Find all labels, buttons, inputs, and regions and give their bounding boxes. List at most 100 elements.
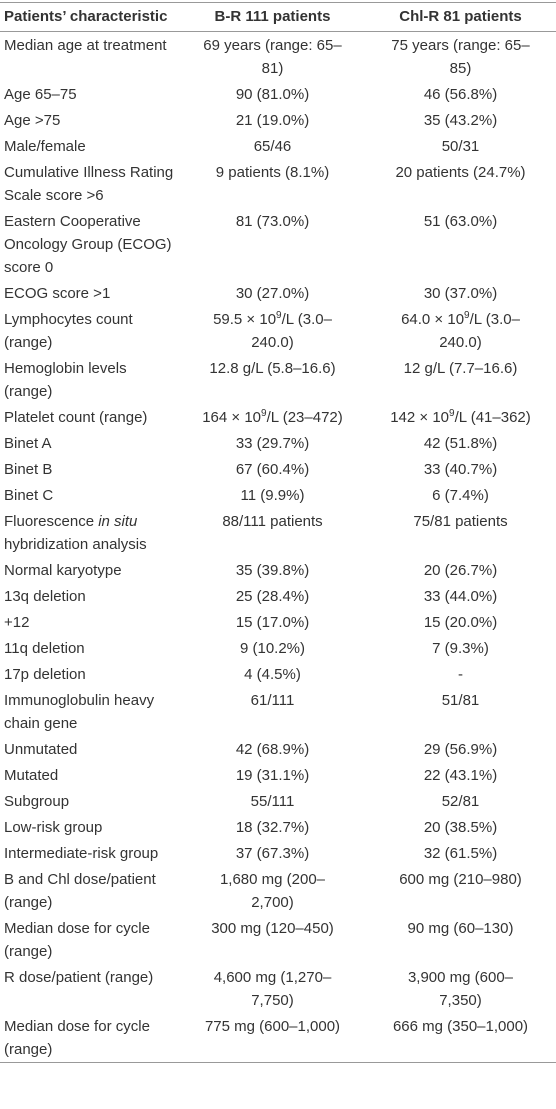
value-cell: 32 (61.5%) <box>423 844 498 862</box>
table-row: B and Chl dose/patient (range) 1,680 mg (… <box>0 866 556 915</box>
table-row: 11q deletion 9 (10.2%) 7 (9.3%) <box>0 635 556 661</box>
value-cell: 46 (56.8%) <box>423 85 498 103</box>
row-label: Median age at treatment <box>4 36 167 54</box>
table-row: Median age at treatment 69 years (range: … <box>0 32 556 82</box>
value-cell: 50/31 <box>441 137 480 155</box>
value-cell: 75/81 patients <box>413 512 508 530</box>
row-label: Hemoglobin levels (range) <box>4 359 127 400</box>
superscript: 9 <box>449 407 455 419</box>
table-row: Platelet count (range) 164 × 109/L (23–47… <box>0 404 556 430</box>
table-row: Fluorescence in situ hybridization analy… <box>0 508 556 557</box>
value-cell: 33 (40.7%) <box>423 460 498 478</box>
table-row: Mutated 19 (31.1%) 22 (43.1%) <box>0 762 556 788</box>
text-segment: /L (3.0–240.0) <box>251 310 332 351</box>
text-segment: /L (3.0–240.0) <box>439 310 520 351</box>
value-cell: 142 × 109/L (41–362) <box>365 404 556 430</box>
value-cell: 61/111 <box>250 691 295 709</box>
row-label: 11q deletion <box>4 639 85 657</box>
value-cell: 12 g/L (7.7–16.6) <box>403 359 518 377</box>
text-segment: 59.5 × 10 <box>213 310 277 328</box>
table-row: ECOG score >1 30 (27.0%) 30 (37.0%) <box>0 280 556 306</box>
value-cell: 6 (7.4%) <box>432 486 489 504</box>
value-cell: 81 (73.0%) <box>235 212 310 230</box>
data-table: Patients’ characteristic B-R 111 patient… <box>0 2 556 1063</box>
row-label: Median dose for cycle (range) <box>4 1017 150 1058</box>
value-cell: 69 years (range: 65–81) <box>203 36 342 77</box>
table-row: Male/female 65/46 50/31 <box>0 133 556 159</box>
table-row: Unmutated 42 (68.9%) 29 (56.9%) <box>0 736 556 762</box>
value-cell: 15 (17.0%) <box>235 613 310 631</box>
value-cell: 33 (29.7%) <box>235 434 310 452</box>
value-cell: 75 years (range: 65–85) <box>391 36 530 77</box>
value-cell: 30 (37.0%) <box>423 284 498 302</box>
row-label: ECOG score >1 <box>4 284 111 302</box>
table-row: Age >75 21 (19.0%) 35 (43.2%) <box>0 107 556 133</box>
row-label: Low-risk group <box>4 818 103 836</box>
value-cell: 1,680 mg (200–2,700) <box>219 870 326 911</box>
row-label: Cumulative Illness Rating Scale score >6 <box>4 163 174 204</box>
row-label: Subgroup <box>4 792 70 810</box>
value-cell: 666 mg (350–1,000) <box>392 1017 529 1035</box>
value-cell: 35 (43.2%) <box>423 111 498 129</box>
row-label: Unmutated <box>4 740 78 758</box>
row-label: Median dose for cycle (range) <box>4 919 150 960</box>
value-cell: 67 (60.4%) <box>235 460 310 478</box>
table-row: 13q deletion 25 (28.4%) 33 (44.0%) <box>0 583 556 609</box>
table-row: +12 15 (17.0%) 15 (20.0%) <box>0 609 556 635</box>
value-cell: 52/81 <box>441 792 480 810</box>
text-segment: /L (23–472) <box>266 408 343 426</box>
value-cell: 21 (19.0%) <box>235 111 310 129</box>
text-segment: 64.0 × 10 <box>401 310 465 328</box>
value-cell: 600 mg (210–980) <box>399 870 522 888</box>
italic-text: in situ <box>98 512 138 530</box>
table-row: Binet C 11 (9.9%) 6 (7.4%) <box>0 482 556 508</box>
row-label: Lymphocytes count (range) <box>4 310 133 351</box>
row-label: Age >75 <box>4 111 61 129</box>
row-label: Male/female <box>4 137 86 155</box>
superscript: 9 <box>261 407 267 419</box>
value-cell: 51/81 <box>441 691 480 709</box>
value-cell: 37 (67.3%) <box>235 844 310 862</box>
row-label: R dose/patient (range) <box>4 968 154 986</box>
value-cell: 15 (20.0%) <box>423 613 498 631</box>
value-cell: 59.5 × 109/L (3.0–240.0) <box>180 306 365 355</box>
row-label: Binet A <box>4 434 52 452</box>
table-row: Intermediate-risk group 37 (67.3%) 32 (61.… <box>0 840 556 866</box>
value-cell: 4 (4.5%) <box>244 665 301 683</box>
row-label: Age 65–75 <box>4 85 77 103</box>
row-label: Fluorescence in situ hybridization analy… <box>0 508 180 557</box>
table-row: Immunoglobulin heavy chain gene 61/111 51/… <box>0 687 556 736</box>
value-cell: 29 (56.9%) <box>423 740 498 758</box>
value-cell: 90 mg (60–130) <box>407 919 514 937</box>
header-cell: B-R 111 patients <box>180 2 365 32</box>
row-label: Platelet count (range) <box>4 408 148 426</box>
text-segment: hybridization analysis <box>4 535 147 553</box>
value-cell: 64.0 × 109/L (3.0–240.0) <box>365 306 556 355</box>
row-label: 17p deletion <box>4 665 86 683</box>
header-cell: Chl-R 81 patients <box>365 2 556 32</box>
value-cell: 90 (81.0%) <box>235 85 310 103</box>
value-cell: 35 (39.8%) <box>235 561 310 579</box>
value-cell: 20 (26.7%) <box>423 561 498 579</box>
table-row: Hemoglobin levels (range) 12.8 g/L (5.8–1… <box>0 355 556 404</box>
value-cell: 20 patients (24.7%) <box>395 163 526 181</box>
value-cell: 18 (32.7%) <box>235 818 310 836</box>
table-row: Eastern Cooperative Oncology Group (ECOG… <box>0 208 556 280</box>
row-label: Intermediate-risk group <box>4 844 159 862</box>
value-cell: 33 (44.0%) <box>423 587 498 605</box>
table-row: Subgroup 55/111 52/81 <box>0 788 556 814</box>
table-row: Binet B 67 (60.4%) 33 (40.7%) <box>0 456 556 482</box>
value-cell: 30 (27.0%) <box>235 284 310 302</box>
value-cell: 12.8 g/L (5.8–16.6) <box>209 359 336 377</box>
value-cell: 19 (31.1%) <box>235 766 310 784</box>
value-cell: 300 mg (120–450) <box>211 919 334 937</box>
value-cell: 3,900 mg (600–7,350) <box>407 968 514 1009</box>
row-label: Binet B <box>4 460 53 478</box>
text-segment: Fluorescence <box>4 512 99 530</box>
value-cell: 55/111 <box>250 792 295 810</box>
value-cell: 42 (51.8%) <box>423 434 498 452</box>
text-segment: /L (41–362) <box>454 408 531 426</box>
row-label: +12 <box>4 613 30 631</box>
table-row: Median dose for cycle (range) 775 mg (600… <box>0 1013 556 1063</box>
